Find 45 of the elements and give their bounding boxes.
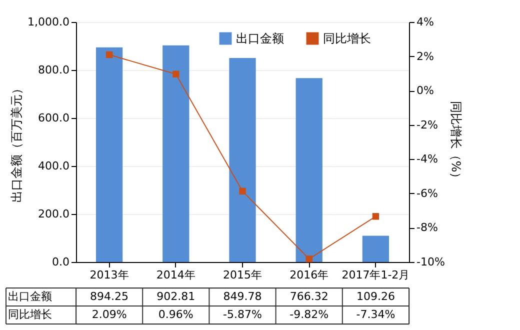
point — [106, 51, 113, 58]
x-tick-label: 2014年 — [156, 268, 196, 282]
y2-tick-label: -6% — [416, 186, 438, 200]
y2-tick-label: -4% — [416, 152, 438, 166]
y2-axis-title: 同比增长（%） — [448, 100, 463, 184]
y-tick-label: 800.0 — [38, 64, 70, 76]
bar — [229, 58, 256, 262]
y2-tick-label: 4% — [416, 16, 434, 28]
y-tick-label: 0.0 — [52, 256, 70, 268]
data-label: 849.78 — [223, 290, 262, 303]
y2-tick-label: -10% — [416, 256, 445, 268]
y2-tick-label: -8% — [416, 221, 438, 234]
y2-tick-label: 2% — [416, 50, 434, 63]
x-tick-label: 2015年 — [223, 268, 262, 282]
data-label: 109.26 — [356, 290, 395, 303]
legend-label: 同比增长 — [323, 32, 371, 46]
bar — [162, 45, 190, 262]
data-label: 0.96% — [158, 308, 194, 321]
data-label: 2.09% — [92, 308, 127, 321]
point — [306, 256, 312, 262]
y-axis-title: 出口金额（百万美元） — [10, 82, 24, 202]
bar — [96, 47, 123, 262]
data-label: -7.34% — [356, 308, 396, 321]
x-tick-label: 2017年1-2月 — [342, 268, 410, 282]
y2-tick-label: 0% — [416, 84, 434, 98]
x-tick-label: 2013年 — [90, 268, 129, 282]
bar — [362, 236, 390, 262]
y-tick-label: 200.0 — [38, 208, 70, 220]
point — [239, 188, 246, 195]
point — [172, 70, 180, 78]
data-label: 902.81 — [156, 290, 196, 303]
x-tick-label: 2016年 — [290, 268, 329, 282]
text: 出口金额 — [8, 290, 52, 303]
data-label: 766.32 — [290, 290, 328, 303]
data-label: 894.25 — [90, 290, 129, 303]
data-label: -9.82% — [290, 308, 329, 321]
point — [372, 213, 380, 220]
y2-tick-label: -2% — [416, 118, 438, 132]
data-label: -5.87% — [223, 308, 262, 321]
y-tick-label: 400.0 — [38, 160, 70, 172]
bar — [296, 78, 322, 262]
legend-label: 出口金额 — [236, 32, 284, 46]
y-tick-label: 1,000.0 — [28, 16, 70, 28]
text: 同比增长 — [8, 308, 52, 321]
y-tick-label: 600.0 — [38, 112, 70, 124]
